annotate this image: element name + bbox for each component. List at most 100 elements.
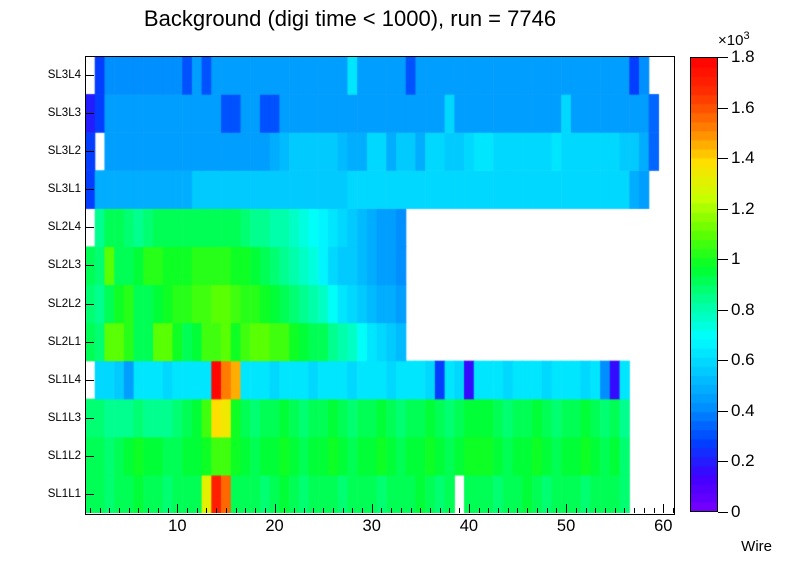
x-axis-minor-tick xyxy=(293,508,295,513)
x-axis-minor-tick xyxy=(138,508,140,513)
color-scale-tick-label: 0 xyxy=(731,502,741,521)
x-axis-tick-label: 20 xyxy=(265,517,284,535)
x-axis-major-tick xyxy=(663,504,665,513)
x-axis-minor-tick xyxy=(459,508,461,513)
x-axis-minor-tick xyxy=(255,508,257,513)
x-axis-minor-tick xyxy=(643,508,645,513)
x-axis-minor-tick xyxy=(439,508,441,513)
x-axis-minor-tick xyxy=(498,508,500,513)
x-axis-minor-tick xyxy=(556,508,558,513)
x-axis-minor-tick xyxy=(400,508,402,513)
color-scale-bar xyxy=(690,57,718,512)
color-scale-tick xyxy=(718,57,728,58)
y-axis-label-sl3l3: SL3L3 xyxy=(47,107,81,120)
x-axis-minor-tick xyxy=(206,508,208,513)
x-axis-minor-tick xyxy=(313,508,315,513)
x-axis-minor-tick xyxy=(264,508,266,513)
x-axis-minor-tick xyxy=(410,508,412,513)
x-axis-minor-tick xyxy=(420,508,422,513)
y-axis-tick xyxy=(85,493,94,495)
x-axis-minor-tick xyxy=(614,508,616,513)
x-axis-minor-tick xyxy=(99,508,101,513)
x-axis-minor-tick xyxy=(585,508,587,513)
y-axis-label-sl3l1: SL3L1 xyxy=(47,183,81,196)
color-scale-tick-label: 1.6 xyxy=(731,97,755,117)
x-axis-minor-tick xyxy=(653,508,655,513)
y-axis-labels: SL1L1 SL1L2 SL1L3 SL1L4 SL2L1 SL2L2 SL2L3 SL2L4… xyxy=(0,0,81,572)
x-axis-tick-label: 40 xyxy=(459,517,479,535)
x-axis-major-tick xyxy=(468,504,470,513)
x-axis-minor-tick xyxy=(517,508,519,513)
x-axis-minor-tick xyxy=(478,508,480,513)
x-axis-major-tick xyxy=(371,504,373,513)
color-scale-tick-label: 0.8 xyxy=(731,299,755,319)
color-scale-exponent-prefix: ×10 xyxy=(718,32,744,49)
x-axis-minor-tick xyxy=(361,508,363,513)
x-axis-minor-tick xyxy=(332,508,334,513)
x-axis-minor-tick xyxy=(595,508,597,513)
x-axis-minor-tick xyxy=(381,508,383,513)
color-scale-tick xyxy=(718,107,728,109)
color-scale-tick-label: 0.6 xyxy=(731,350,755,370)
color-scale-tick-label: 0.4 xyxy=(731,400,755,420)
x-axis-tick-label: 60 xyxy=(654,517,673,535)
y-axis-label-sl2l4: SL2L4 xyxy=(47,221,81,234)
x-axis-minor-tick xyxy=(430,508,432,513)
x-axis-minor-tick xyxy=(216,508,218,513)
x-axis-minor-tick xyxy=(187,508,189,513)
x-axis-minor-tick xyxy=(673,508,674,513)
color-scale-tick xyxy=(718,158,728,160)
x-axis-minor-tick xyxy=(196,508,198,513)
heatmap-plot-area xyxy=(85,56,673,513)
x-axis-minor-tick xyxy=(352,508,354,513)
y-axis-tick xyxy=(85,113,94,115)
x-axis-minor-tick xyxy=(527,508,529,513)
x-axis-minor-tick xyxy=(391,508,393,513)
color-scale-tick-label: 1.8 xyxy=(731,47,755,66)
x-axis-minor-tick xyxy=(507,508,509,513)
y-axis-label-sl1l1: SL1L1 xyxy=(47,487,81,500)
color-scale-tick xyxy=(718,259,728,261)
y-axis-label-sl2l1: SL2L1 xyxy=(47,335,81,348)
y-axis-tick xyxy=(85,227,94,229)
x-axis-minor-tick xyxy=(303,508,305,513)
x-axis-tick-label: 50 xyxy=(556,517,576,535)
color-scale-exponent-power: 3 xyxy=(743,30,750,42)
x-axis-minor-tick xyxy=(624,508,626,513)
x-axis-major-tick xyxy=(177,504,179,513)
x-axis-tick-label: 10 xyxy=(168,517,187,535)
y-axis-tick xyxy=(85,341,94,343)
x-axis-minor-tick xyxy=(604,508,606,513)
color-scale-tick xyxy=(718,461,728,463)
color-scale-exponent: ×103 xyxy=(718,30,750,49)
x-axis-minor-tick xyxy=(128,508,130,513)
y-axis-tick xyxy=(85,265,94,267)
y-axis-tick xyxy=(85,75,94,77)
x-axis-major-tick xyxy=(274,504,276,513)
color-scale-tick xyxy=(718,208,728,210)
x-axis-minor-tick xyxy=(235,508,237,513)
x-axis-minor-tick xyxy=(109,508,111,513)
color-scale-tick-label: 1.2 xyxy=(731,198,755,218)
y-axis-tick xyxy=(85,303,94,305)
color-scale-tick xyxy=(718,360,728,362)
y-axis-tick xyxy=(85,151,94,153)
y-axis-label-sl1l2: SL1L2 xyxy=(47,449,81,462)
x-axis-title: Wire xyxy=(741,538,772,555)
y-axis-tick xyxy=(85,417,94,419)
x-axis-minor-tick xyxy=(167,508,169,513)
x-axis-minor-tick xyxy=(546,508,548,513)
color-scale-canvas xyxy=(691,58,717,511)
x-axis-tick-label: 30 xyxy=(362,517,381,535)
y-axis-tick xyxy=(85,189,94,191)
x-axis-minor-tick xyxy=(634,508,636,513)
y-axis-tick xyxy=(85,455,94,457)
color-scale-tick-label: 1.4 xyxy=(731,148,755,168)
x-axis-minor-tick xyxy=(575,508,577,513)
color-scale-tick xyxy=(718,512,728,513)
color-scale-tick-label: 0.2 xyxy=(731,451,755,471)
x-axis-minor-tick xyxy=(488,508,490,513)
y-axis-tick xyxy=(85,379,94,381)
color-scale-tick-label: 1 xyxy=(731,249,741,269)
